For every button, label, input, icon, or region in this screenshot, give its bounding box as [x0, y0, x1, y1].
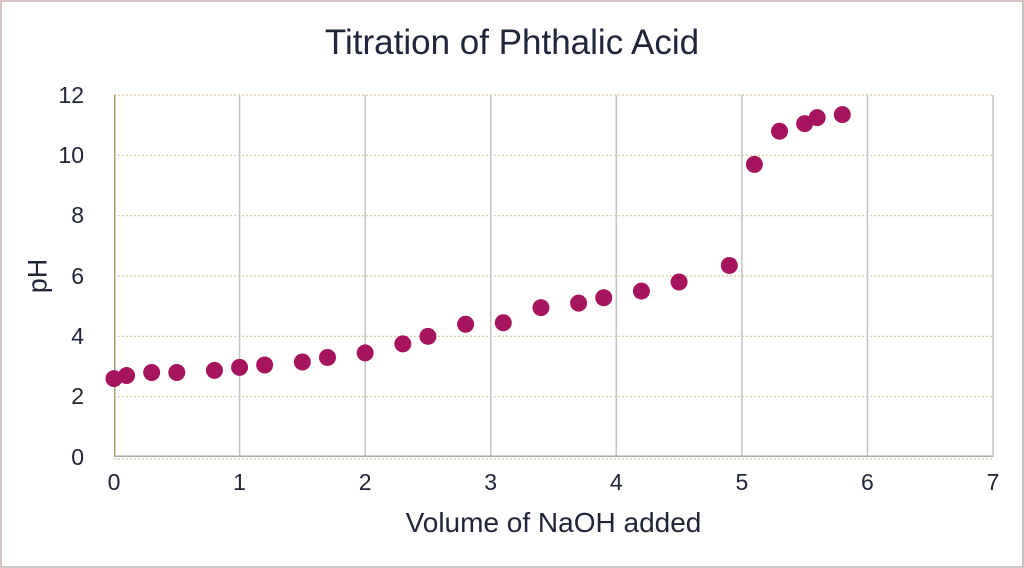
data-point [293, 353, 311, 371]
data-point [231, 358, 249, 376]
data-point [318, 348, 336, 366]
data-point [745, 155, 763, 173]
data-point [532, 299, 550, 317]
data-point [670, 273, 688, 291]
x-axis-title: Volume of NaOH added [405, 507, 702, 538]
data-point [419, 327, 437, 345]
x-tick-label: 0 [107, 469, 121, 495]
x-axis-tick-labels: 0 1 2 3 4 5 6 7 [108, 469, 1000, 499]
data-point [595, 289, 613, 307]
data-point [394, 335, 412, 353]
data-point [256, 356, 274, 374]
x-tick-label: 2 [358, 469, 372, 495]
data-point [118, 367, 136, 385]
chart-title: Titration of Phthalic Acid [324, 23, 700, 62]
data-point [143, 364, 161, 382]
y-tick-label: 4 [71, 322, 84, 349]
data-point [356, 344, 374, 362]
x-tick-label: 1 [233, 469, 246, 495]
y-axis-tick-labels: 0 2 4 6 8 10 12 [2, 83, 99, 468]
y-tick-label: 0 [71, 443, 84, 470]
data-points [105, 106, 851, 388]
data-point [771, 122, 789, 140]
data-point [205, 361, 223, 379]
data-point [632, 282, 650, 300]
data-point [494, 314, 512, 332]
data-point [457, 315, 475, 333]
chart-canvas [105, 94, 994, 460]
x-tick-label: 6 [861, 469, 874, 495]
data-point [808, 109, 826, 127]
vertical-gridlines [238, 95, 994, 457]
y-tick-label: 8 [71, 202, 84, 229]
x-tick-label: 3 [484, 469, 498, 495]
data-point [720, 256, 738, 274]
x-tick-label: 4 [609, 469, 623, 495]
horizontal-gridlines [114, 94, 993, 398]
x-tick-label: 7 [986, 469, 1000, 495]
y-tick-label: 12 [58, 81, 84, 108]
data-point [833, 106, 851, 124]
plot-area [105, 94, 994, 460]
x-tick-label: 5 [735, 469, 749, 495]
y-tick-label: 2 [71, 383, 84, 410]
data-point [168, 364, 186, 382]
y-tick-label: 10 [58, 141, 84, 168]
y-tick-label: 6 [71, 262, 84, 289]
data-point [570, 294, 588, 312]
